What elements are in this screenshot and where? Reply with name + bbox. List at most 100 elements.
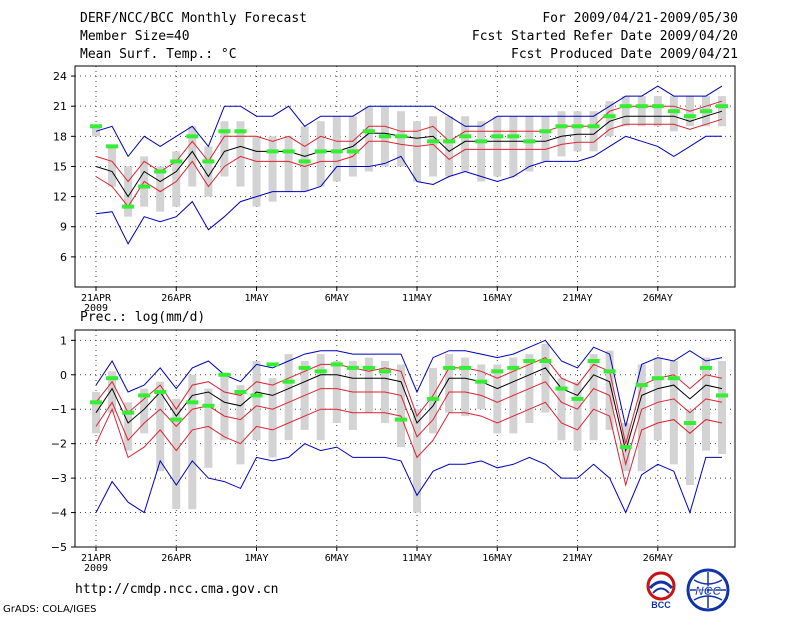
temp-obs — [587, 124, 600, 129]
temp-obs — [683, 114, 696, 119]
prec-bar — [718, 361, 726, 454]
temp-xtick-label: 26MAY — [643, 293, 673, 304]
temp-line-lower — [95, 118, 723, 208]
temp-obs — [539, 129, 552, 134]
prec-obs — [571, 396, 584, 401]
temp-obs — [202, 159, 215, 164]
temp-obs — [619, 104, 632, 109]
temp-bar — [445, 116, 454, 177]
prec-panel: −5 −4 −3 −2 −1 0 1 21APR 26APR 1MAY 6MAY 11MAY 16MAY… — [51, 329, 736, 574]
temp-obs — [266, 149, 279, 154]
prec-obs — [170, 417, 183, 422]
prec-line-upper — [95, 356, 723, 444]
prec-xtick-label: 11MAY — [402, 553, 432, 564]
prec-obs — [683, 421, 696, 425]
prec-obs — [667, 376, 680, 381]
prec-obs — [635, 383, 648, 388]
temp-obs — [443, 139, 456, 144]
prec-bar — [348, 361, 357, 430]
prec-obs — [427, 396, 440, 401]
prec-bar — [188, 374, 197, 510]
temp-xtick-label: 21APR — [81, 293, 112, 304]
prec-obs — [282, 379, 295, 384]
temp-obs — [491, 134, 504, 139]
temp-obs — [603, 114, 616, 119]
temp-obs — [459, 134, 472, 139]
temp-obs — [298, 159, 311, 164]
prec-obs — [716, 393, 728, 398]
temp-line-upper — [95, 100, 723, 183]
temp-xtick-label: 21MAY — [562, 293, 592, 304]
temp-bar — [493, 116, 502, 177]
temp-bar — [605, 101, 614, 137]
prec-year-label: 2009 — [84, 563, 108, 574]
prec-obs — [603, 369, 616, 374]
prec-ytick-label: 1 — [60, 334, 67, 347]
temp-xtick-label: 11MAY — [402, 293, 432, 304]
prec-bar — [541, 343, 550, 413]
prec-xtick-label: 26APR — [161, 553, 192, 564]
prec-obs — [539, 359, 552, 363]
prec-obs — [106, 376, 119, 381]
temp-obs — [362, 129, 375, 134]
temp-obs — [154, 169, 167, 174]
prec-bar — [252, 361, 261, 441]
started-date: Fcst Started Refer Date 2009/04/20 — [471, 29, 738, 44]
temp-bar — [124, 166, 133, 217]
temp-ytick-label: 24 — [53, 70, 67, 83]
temp-obs — [90, 124, 102, 129]
prec-xtick-label: 21MAY — [562, 553, 592, 564]
temp-bar — [172, 151, 181, 207]
header-right: For 2009/04/21-2009/05/30 Fcst Started R… — [472, 10, 738, 64]
temp-obs — [186, 134, 199, 139]
bcc-logo: BCC — [646, 571, 676, 610]
prec-bar — [589, 354, 598, 441]
prec-obs — [314, 369, 327, 374]
temp-bar — [573, 111, 582, 152]
prec-obs — [330, 362, 343, 367]
prec-bar — [477, 364, 486, 410]
temp-bar — [396, 111, 405, 167]
prec-bar — [156, 381, 165, 472]
prec-bar — [284, 354, 293, 441]
grads-credit: GrADS: COLA/IGES — [3, 604, 97, 615]
temp-line-max — [95, 85, 723, 158]
temp-obs — [218, 129, 231, 134]
temp-obs — [138, 184, 151, 189]
temp-bar — [284, 136, 293, 192]
temp-bar — [156, 166, 165, 212]
prec-xtick-label: 21APR — [81, 553, 112, 564]
prec-xtick-label: 16MAY — [482, 553, 512, 564]
prec-bar — [172, 398, 181, 510]
temp-obs — [507, 134, 520, 139]
temp-bar — [541, 116, 550, 162]
prec-obs — [651, 376, 664, 381]
temp-obs — [651, 104, 664, 109]
prec-obs — [202, 403, 215, 408]
prec-obs — [507, 365, 520, 370]
prec-bar — [445, 354, 454, 413]
temp-bar — [557, 111, 566, 157]
source-url[interactable]: http://cmdp.ncc.cma.gov.cn — [75, 582, 279, 597]
prec-obs — [266, 362, 279, 367]
prec-bar — [108, 371, 117, 413]
prec-obs — [491, 369, 504, 374]
prec-line-lowest — [95, 401, 723, 487]
temp-bar — [669, 96, 678, 132]
prec-obs — [362, 365, 375, 370]
prec-xtick-label: 6MAY — [325, 553, 349, 564]
prec-obs — [90, 400, 102, 405]
temp-bar — [364, 106, 373, 172]
temp-panel: 6 9 12 15 18 21 24 21APR 26APR 1MAY 6MAY 11MAY 16MAY… — [53, 65, 736, 314]
prec-xtick-label: 26MAY — [643, 553, 673, 564]
temp-bar — [461, 116, 470, 172]
temp-ytick-label: 9 — [60, 221, 67, 234]
temp-bar — [477, 121, 486, 182]
prec-bar — [461, 357, 470, 417]
prec-obs — [186, 400, 199, 405]
prec-line-min — [95, 443, 722, 515]
temp-obs — [699, 109, 712, 114]
temp-obs — [314, 149, 327, 154]
temp-bar — [300, 126, 309, 192]
